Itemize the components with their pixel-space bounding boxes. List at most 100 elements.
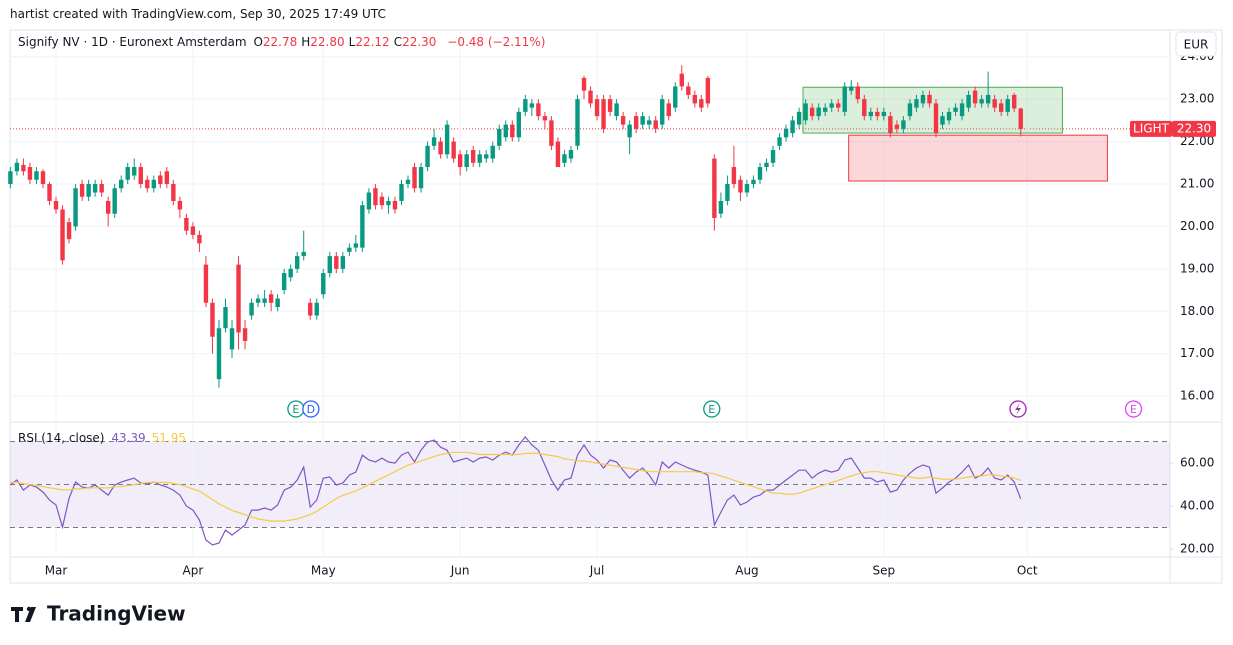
candle-body xyxy=(164,171,170,184)
candle-body xyxy=(275,298,280,308)
candle-body xyxy=(601,99,606,129)
x-tick-label: Apr xyxy=(183,564,204,578)
candle-body xyxy=(705,77,711,104)
brand: TradingView xyxy=(47,602,186,626)
rsi-legend: RSI (14, close) 43.39 51.95 xyxy=(18,431,195,445)
candle-body xyxy=(842,86,847,112)
x-tick-label: Sep xyxy=(873,564,896,578)
candle-body xyxy=(998,103,1004,112)
drawing-rectangle xyxy=(802,86,1063,134)
candle-body xyxy=(894,124,900,129)
candle-body xyxy=(764,162,769,168)
candle-body xyxy=(451,141,456,159)
x-tick-label: Mar xyxy=(45,564,68,578)
candle-body xyxy=(633,116,639,129)
y-tick-label: 17.00 xyxy=(1180,346,1214,360)
candle-body xyxy=(751,179,756,184)
ohlc-key: O xyxy=(253,35,263,49)
candle-body xyxy=(457,154,463,168)
last-price-label: 22.30 xyxy=(1177,121,1211,135)
drawing-rectangle xyxy=(848,134,1108,182)
candle-body xyxy=(1005,99,1010,112)
candle-body xyxy=(53,200,59,210)
attribution: hartist created with TradingView.com, Se… xyxy=(10,7,386,21)
candle-body xyxy=(294,256,300,269)
candle-body xyxy=(523,99,528,112)
candle-body xyxy=(907,103,913,117)
candle-body xyxy=(620,116,626,125)
candle-body xyxy=(849,86,854,91)
candle-body xyxy=(21,164,26,172)
candle-body xyxy=(679,73,684,87)
candle-body xyxy=(686,86,691,95)
candle-body xyxy=(568,150,574,159)
candle-body xyxy=(353,243,359,248)
candle-body xyxy=(992,99,997,108)
candle-body xyxy=(875,111,880,117)
candle-body xyxy=(14,162,20,172)
y-tick-label: 18.00 xyxy=(1180,304,1214,318)
candle-body xyxy=(281,273,287,291)
candle-body xyxy=(594,99,600,117)
candle-body xyxy=(646,120,652,125)
candle-body xyxy=(666,103,671,117)
candle-body xyxy=(555,141,561,168)
ohlc-legend: O22.78 H22.80 L22.12 C22.30 xyxy=(253,35,440,49)
candle-body xyxy=(262,298,267,303)
rsi-values: 43.39 51.95 xyxy=(111,431,192,445)
candle-body xyxy=(321,273,326,295)
candle-body xyxy=(386,200,391,206)
candle-body xyxy=(673,86,678,108)
candle-body xyxy=(953,107,958,112)
candle-body xyxy=(725,184,730,201)
candle-body xyxy=(744,184,750,193)
candle-body xyxy=(177,200,183,210)
change: −0.48 (−2.11%) xyxy=(447,35,546,49)
candle-body xyxy=(1012,94,1017,109)
candle-body xyxy=(497,128,502,146)
last-symbol: LIGHT xyxy=(1133,121,1170,135)
candle-body xyxy=(158,175,163,184)
candle-body xyxy=(783,128,789,138)
candle-body xyxy=(790,120,795,134)
candle-body xyxy=(301,251,306,257)
candle-body xyxy=(66,222,72,240)
candle-body xyxy=(660,99,665,125)
candle-body xyxy=(575,99,580,146)
candle-body xyxy=(366,192,372,210)
candle-body xyxy=(855,86,860,100)
last-symbol-box xyxy=(1130,120,1172,137)
event-label: E xyxy=(1130,403,1137,416)
candle-body xyxy=(581,77,587,91)
candle-body xyxy=(881,111,887,117)
candle-body xyxy=(862,99,867,117)
candle-body xyxy=(73,188,78,227)
currency-button[interactable] xyxy=(1175,31,1217,57)
candle-body xyxy=(562,154,567,163)
candle-body xyxy=(529,103,535,108)
candle-body xyxy=(588,90,593,104)
candle-body xyxy=(542,116,548,121)
candle-body xyxy=(392,200,398,210)
candle-body xyxy=(145,179,150,189)
chart-legend: Signify NV · 1D · Euronext Amsterdam O22… xyxy=(18,35,548,49)
candle-body xyxy=(47,184,52,201)
rsi-line xyxy=(10,451,1021,522)
candle-body xyxy=(966,94,971,108)
candle-body xyxy=(914,99,919,108)
y-tick-label: 21.00 xyxy=(1180,177,1214,191)
candle-body xyxy=(927,94,932,104)
candle-body xyxy=(125,167,130,180)
candle-body xyxy=(268,294,274,303)
candle-body xyxy=(510,124,515,138)
chart-frame xyxy=(9,29,1223,584)
candle-body xyxy=(692,94,698,104)
candle-body xyxy=(757,167,763,180)
candle-body xyxy=(477,154,482,163)
candle-body xyxy=(888,116,893,134)
candle-body xyxy=(216,328,222,380)
chart-title: Signify NV · 1D · Euronext Amsterdam xyxy=(18,35,247,49)
candle-body xyxy=(373,188,378,206)
candle-body xyxy=(190,226,196,235)
